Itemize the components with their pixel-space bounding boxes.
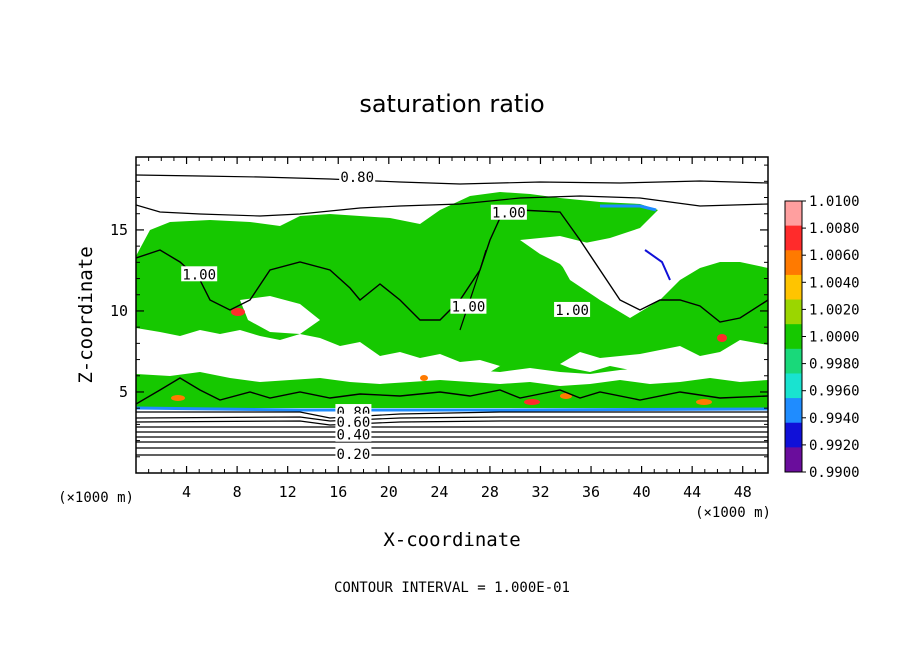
contour-line-0.90-top [136, 195, 768, 217]
chart-title: saturation ratio [359, 90, 544, 118]
subsaturated-gap-2 [520, 236, 660, 316]
colorbar-level-label: 0.9900 [809, 465, 860, 481]
colorbar-swatch [785, 274, 802, 301]
contour-label-background [335, 446, 372, 462]
contour-line-1.00-main [136, 209, 768, 323]
supersaturation-spot [420, 375, 428, 381]
plot-area: 0.801.001.001.001.000.800.600.400.20 [136, 169, 768, 463]
colorbar-level-label: 1.0060 [809, 248, 860, 264]
contour-label: 1.00 [182, 267, 216, 283]
contour-stack-lower [136, 411, 768, 456]
x-axis-ticks: 4 8 12 16 20 24 28 32 36 40 44 48 [148, 157, 756, 501]
x-tick-label: 40 [633, 483, 651, 501]
colorbar-swatch [785, 225, 802, 251]
subsaturated-edge [136, 406, 768, 412]
contour-label-background [450, 298, 487, 314]
colorbar-level-label: 0.9960 [809, 384, 860, 400]
y-axis-label: Z-coordinate [75, 246, 97, 383]
colorbar-level-label: 1.0000 [809, 330, 860, 346]
contour-interval-note: CONTOUR INTERVAL = 1.000E-01 [334, 580, 570, 596]
subsaturated-gap-3 [240, 296, 320, 334]
y-tick-label: 5 [119, 383, 128, 401]
contour-label: 1.00 [555, 303, 589, 319]
x-tick-label: 48 [734, 483, 752, 501]
colorbar: 1.0100 1.0080 1.0060 1.0040 1.0020 1.0000 0.99… [784, 194, 860, 481]
x-tick-label: 16 [329, 483, 347, 501]
colorbar-level-label: 1.0040 [809, 275, 860, 291]
subsaturated-edge [644, 249, 671, 281]
x-tick-label: 12 [279, 483, 297, 501]
colorbar-swatch [785, 398, 802, 424]
colorbar-swatch [785, 422, 802, 448]
contour-label-background [335, 413, 372, 429]
supersaturation-spot [560, 393, 572, 399]
supersaturation-spot [696, 399, 712, 405]
contour-label: 0.20 [337, 447, 371, 463]
colorbar-level-label: 1.0080 [809, 221, 860, 237]
colorbar-level-label: 1.0020 [809, 302, 860, 318]
supersaturation-spot [717, 334, 727, 342]
x-tick-label: 36 [582, 483, 600, 501]
contour-line-1.00-lower [136, 377, 768, 405]
colorbar-level-label: 1.0100 [809, 194, 860, 210]
x-tick-label: 24 [430, 483, 448, 501]
contour-label-background [335, 426, 372, 442]
saturated-region-upper [136, 192, 768, 366]
colorbar-level-label: 0.9940 [809, 411, 860, 427]
contour-label-background [490, 204, 527, 220]
y-axis-ticks: 5 10 15 [110, 164, 768, 458]
contour-label-background [181, 266, 218, 282]
contour-line-0.80-top [136, 174, 768, 185]
x-tick-label: 4 [182, 483, 191, 501]
x-axis-label: X-coordinate [383, 529, 520, 551]
colorbar-swatch [785, 348, 802, 374]
subsaturated-edge [600, 204, 657, 212]
contour-label: 1.00 [492, 206, 526, 222]
x-tick-label: 44 [683, 483, 701, 501]
contour-label-background [554, 301, 591, 317]
colorbar-level-label: 0.9980 [809, 357, 860, 373]
colorbar-swatch [785, 201, 802, 227]
subsaturated-gap-1 [136, 336, 768, 386]
x-tick-label: 32 [531, 483, 549, 501]
colorbar-swatch [785, 250, 802, 276]
colorbar-level-label: 0.9920 [809, 438, 860, 454]
contour-labels: 0.801.001.001.001.000.800.600.400.20 [181, 169, 591, 463]
y-tick-label: 15 [110, 221, 128, 239]
x-unit-label: (×1000 m) [695, 505, 771, 521]
colorbar-swatch [785, 324, 802, 350]
supersaturation-spot [171, 395, 185, 401]
contour-label: 1.00 [452, 300, 486, 316]
x-tick-label: 8 [233, 483, 242, 501]
contour-line-1.00-mid [459, 249, 487, 331]
contour-label: 0.40 [337, 428, 371, 444]
supersaturation-spot [524, 399, 540, 405]
x-tick-label: 28 [481, 483, 499, 501]
colorbar-swatch [785, 447, 802, 473]
z-unit-label: (×1000 m) [58, 490, 134, 506]
supersaturation-spot [231, 308, 245, 316]
colorbar-swatch [785, 299, 802, 325]
colorbar-swatch [785, 373, 802, 399]
x-tick-label: 20 [380, 483, 398, 501]
contour-label-background [339, 169, 376, 185]
y-tick-label: 10 [110, 302, 128, 320]
contour-label: 0.80 [340, 170, 374, 186]
